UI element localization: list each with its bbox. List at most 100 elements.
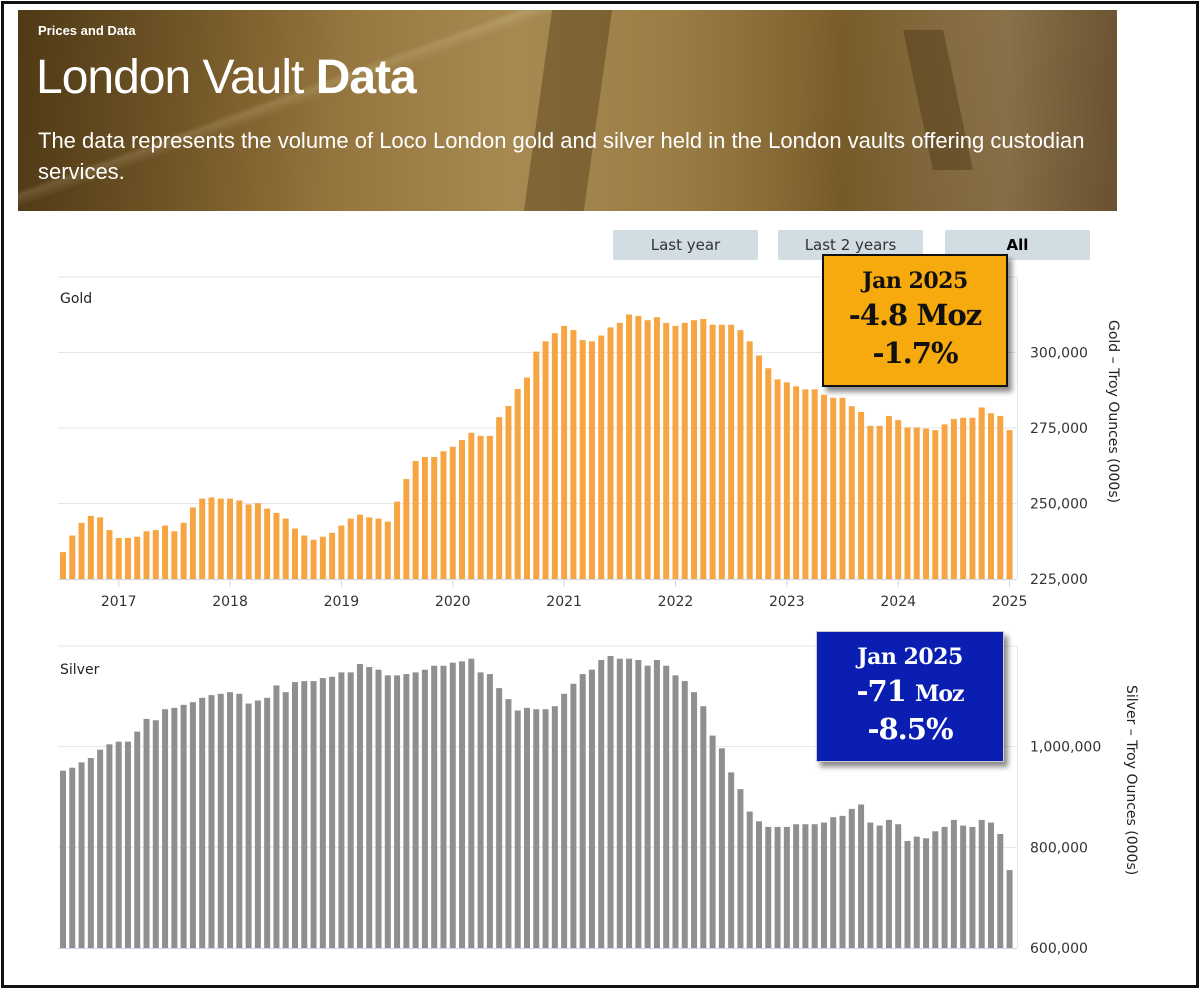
- silver-bar: [338, 672, 345, 948]
- silver-bar: [728, 772, 735, 948]
- gold-bar: [616, 322, 623, 579]
- gold-bar: [1006, 430, 1013, 579]
- gold-bar: [830, 397, 837, 579]
- gold-bar: [978, 407, 985, 579]
- silver-bar: [329, 676, 336, 948]
- gold-bar: [653, 317, 660, 579]
- gold-bar: [227, 498, 234, 579]
- gold-callout-change: -4.8 Moz: [848, 298, 983, 332]
- silver-bar: [449, 662, 456, 948]
- gold-bar: [691, 320, 698, 579]
- gold-x-tick-label: 2023: [769, 594, 805, 610]
- gold-bar: [793, 386, 800, 579]
- silver-bar: [848, 808, 855, 948]
- gold-bar: [505, 405, 512, 579]
- silver-bar: [579, 674, 586, 948]
- gold-bar: [264, 508, 271, 579]
- gold-x-tick-label: 2021: [546, 594, 582, 610]
- gold-bar: [904, 427, 911, 579]
- page-title: London Vault Data: [36, 50, 417, 105]
- silver-bar: [421, 669, 428, 948]
- silver-bar: [124, 741, 131, 948]
- silver-bar: [254, 700, 261, 948]
- silver-bar: [765, 826, 772, 948]
- gold-bar: [663, 322, 670, 579]
- gold-bar: [848, 406, 855, 579]
- gold-x-tick-label: 2018: [212, 594, 248, 610]
- header-banner: Prices and Data London Vault Data The da…: [18, 10, 1117, 211]
- gold-bar: [78, 522, 85, 579]
- silver-bar: [746, 811, 753, 948]
- silver-bar: [598, 660, 605, 948]
- gold-bar: [87, 515, 94, 579]
- silver-bar: [217, 693, 224, 948]
- silver-bar: [885, 819, 892, 948]
- gold-bar: [876, 425, 883, 579]
- gold-bar: [561, 325, 568, 579]
- gold-bar: [858, 411, 865, 579]
- gold-bar: [440, 451, 447, 579]
- gold-x-tick-label: 2024: [880, 594, 916, 610]
- gold-bar: [533, 351, 540, 579]
- gold-bar: [394, 501, 401, 579]
- gold-bar: [867, 425, 874, 579]
- gold-x-tick-label: 2025: [992, 594, 1028, 610]
- gold-bar: [180, 522, 187, 579]
- gold-bar: [384, 521, 391, 579]
- gold-bar: [459, 440, 466, 579]
- gold-bar: [245, 504, 252, 579]
- silver-bar: [839, 815, 846, 948]
- gold-bar: [681, 322, 688, 579]
- gold-bar: [319, 536, 326, 579]
- silver-callout-change-value: -71: [856, 674, 906, 708]
- range-button-last-year[interactable]: Last year: [613, 230, 758, 260]
- silver-bar: [505, 699, 512, 948]
- silver-bar: [403, 674, 410, 948]
- gold-bar: [960, 417, 967, 579]
- silver-bar: [227, 692, 234, 948]
- gold-bar: [765, 368, 772, 579]
- silver-bar: [189, 702, 196, 948]
- gold-bar: [811, 389, 818, 579]
- gold-bar: [923, 428, 930, 579]
- gold-bar: [431, 456, 438, 579]
- silver-bar: [375, 669, 382, 948]
- silver-bar: [459, 661, 466, 948]
- silver-bar: [162, 709, 169, 948]
- silver-y-tick-label: 1,000,000: [1030, 740, 1101, 756]
- gold-y-tick-label: 250,000: [1030, 497, 1088, 513]
- gold-bar: [477, 435, 484, 579]
- gold-bar: [254, 503, 261, 579]
- gold-bar: [551, 333, 558, 579]
- gold-x-tick-label: 2017: [101, 594, 137, 610]
- silver-bar: [820, 822, 827, 948]
- silver-bar: [913, 836, 920, 948]
- gold-bar: [783, 382, 790, 579]
- silver-bar: [542, 709, 549, 948]
- silver-callout-period: Jan 2025: [857, 644, 963, 670]
- silver-bar: [895, 824, 902, 948]
- gold-bar: [774, 379, 781, 579]
- gold-bar: [588, 341, 595, 579]
- silver-bar: [941, 826, 948, 948]
- silver-bar: [496, 688, 503, 948]
- silver-y-axis-title: Silver – Troy Ounces (000s): [1123, 685, 1139, 876]
- gold-series-label: Gold: [60, 291, 93, 307]
- gold-bar: [310, 539, 317, 579]
- silver-bar: [245, 703, 252, 948]
- gold-bar: [115, 537, 122, 579]
- gold-bar: [988, 413, 994, 579]
- gold-bar: [570, 330, 577, 579]
- silver-bar: [384, 675, 391, 948]
- silver-bar: [87, 758, 94, 948]
- gold-bar: [607, 327, 614, 579]
- gold-bar: [579, 340, 586, 579]
- silver-bar: [960, 825, 967, 948]
- silver-bar: [292, 682, 298, 948]
- gold-bar: [199, 498, 206, 579]
- silver-bar: [134, 731, 141, 948]
- gold-bar: [403, 479, 410, 579]
- gold-bar: [217, 498, 224, 579]
- gold-bar: [700, 318, 707, 579]
- gold-bar: [208, 497, 215, 579]
